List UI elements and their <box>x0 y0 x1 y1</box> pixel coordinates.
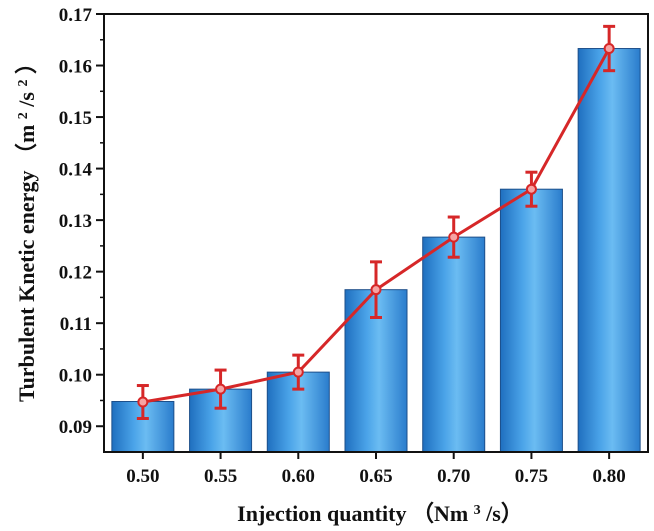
x-axis-title-unit-end: /s） <box>485 501 523 526</box>
y-axis-title: Turbulent Knetic energy （m 2 /s 2 ） <box>14 52 39 402</box>
x-tick-label-0.65: 0.65 <box>359 466 392 487</box>
point-0.80 <box>603 43 615 55</box>
point-0.75 <box>525 183 537 195</box>
x-tick-label-0.60: 0.60 <box>282 466 315 487</box>
x-tick-label-0.70: 0.70 <box>437 466 470 487</box>
y-tick-label-0.17: 0.17 <box>59 5 93 26</box>
y-tick-label-0.13: 0.13 <box>59 211 92 232</box>
y-axis-title-unit-end: ） <box>14 52 39 74</box>
point-0.70 <box>448 231 460 243</box>
y-tick-label-0.14: 0.14 <box>59 160 93 181</box>
point-0.50 <box>137 396 149 408</box>
bar-0.70 <box>422 236 486 453</box>
x-axis-title: Injection quantity （Nm 3 /s） <box>237 501 523 526</box>
bar-0.80 <box>577 48 641 453</box>
y-tick-label-0.10: 0.10 <box>59 366 92 387</box>
point-0.55 <box>215 383 227 395</box>
point-0.65 <box>370 284 382 296</box>
y-tick-label-0.09: 0.09 <box>59 417 92 438</box>
y-axis-title-main: Turbulent Knetic energy <box>14 171 39 402</box>
y-tick-label-0.11: 0.11 <box>60 314 92 335</box>
y-axis-title-unit: （m <box>14 125 39 165</box>
x-tick-label-0.55: 0.55 <box>204 466 237 487</box>
y-tick-label-0.16: 0.16 <box>59 57 92 78</box>
point-0.60 <box>292 366 304 378</box>
bar-0.75 <box>499 188 563 453</box>
x-axis-title-main: Injection quantity <box>237 501 406 526</box>
y-tick-label-0.12: 0.12 <box>59 263 92 284</box>
x-tick-label-0.50: 0.50 <box>126 466 159 487</box>
y-axis-title-unit-mid: /s <box>14 92 39 108</box>
y-tick-label-0.15: 0.15 <box>59 108 92 129</box>
x-tick-label-0.80: 0.80 <box>593 466 626 487</box>
x-tick-label-0.75: 0.75 <box>515 466 548 487</box>
y-axis-title-sup2: 2 <box>16 80 31 87</box>
x-axis-title-sup: 3 <box>474 503 481 518</box>
y-axis-title-sup1: 2 <box>16 112 31 119</box>
x-axis-title-unit: （Nm <box>412 501 468 526</box>
